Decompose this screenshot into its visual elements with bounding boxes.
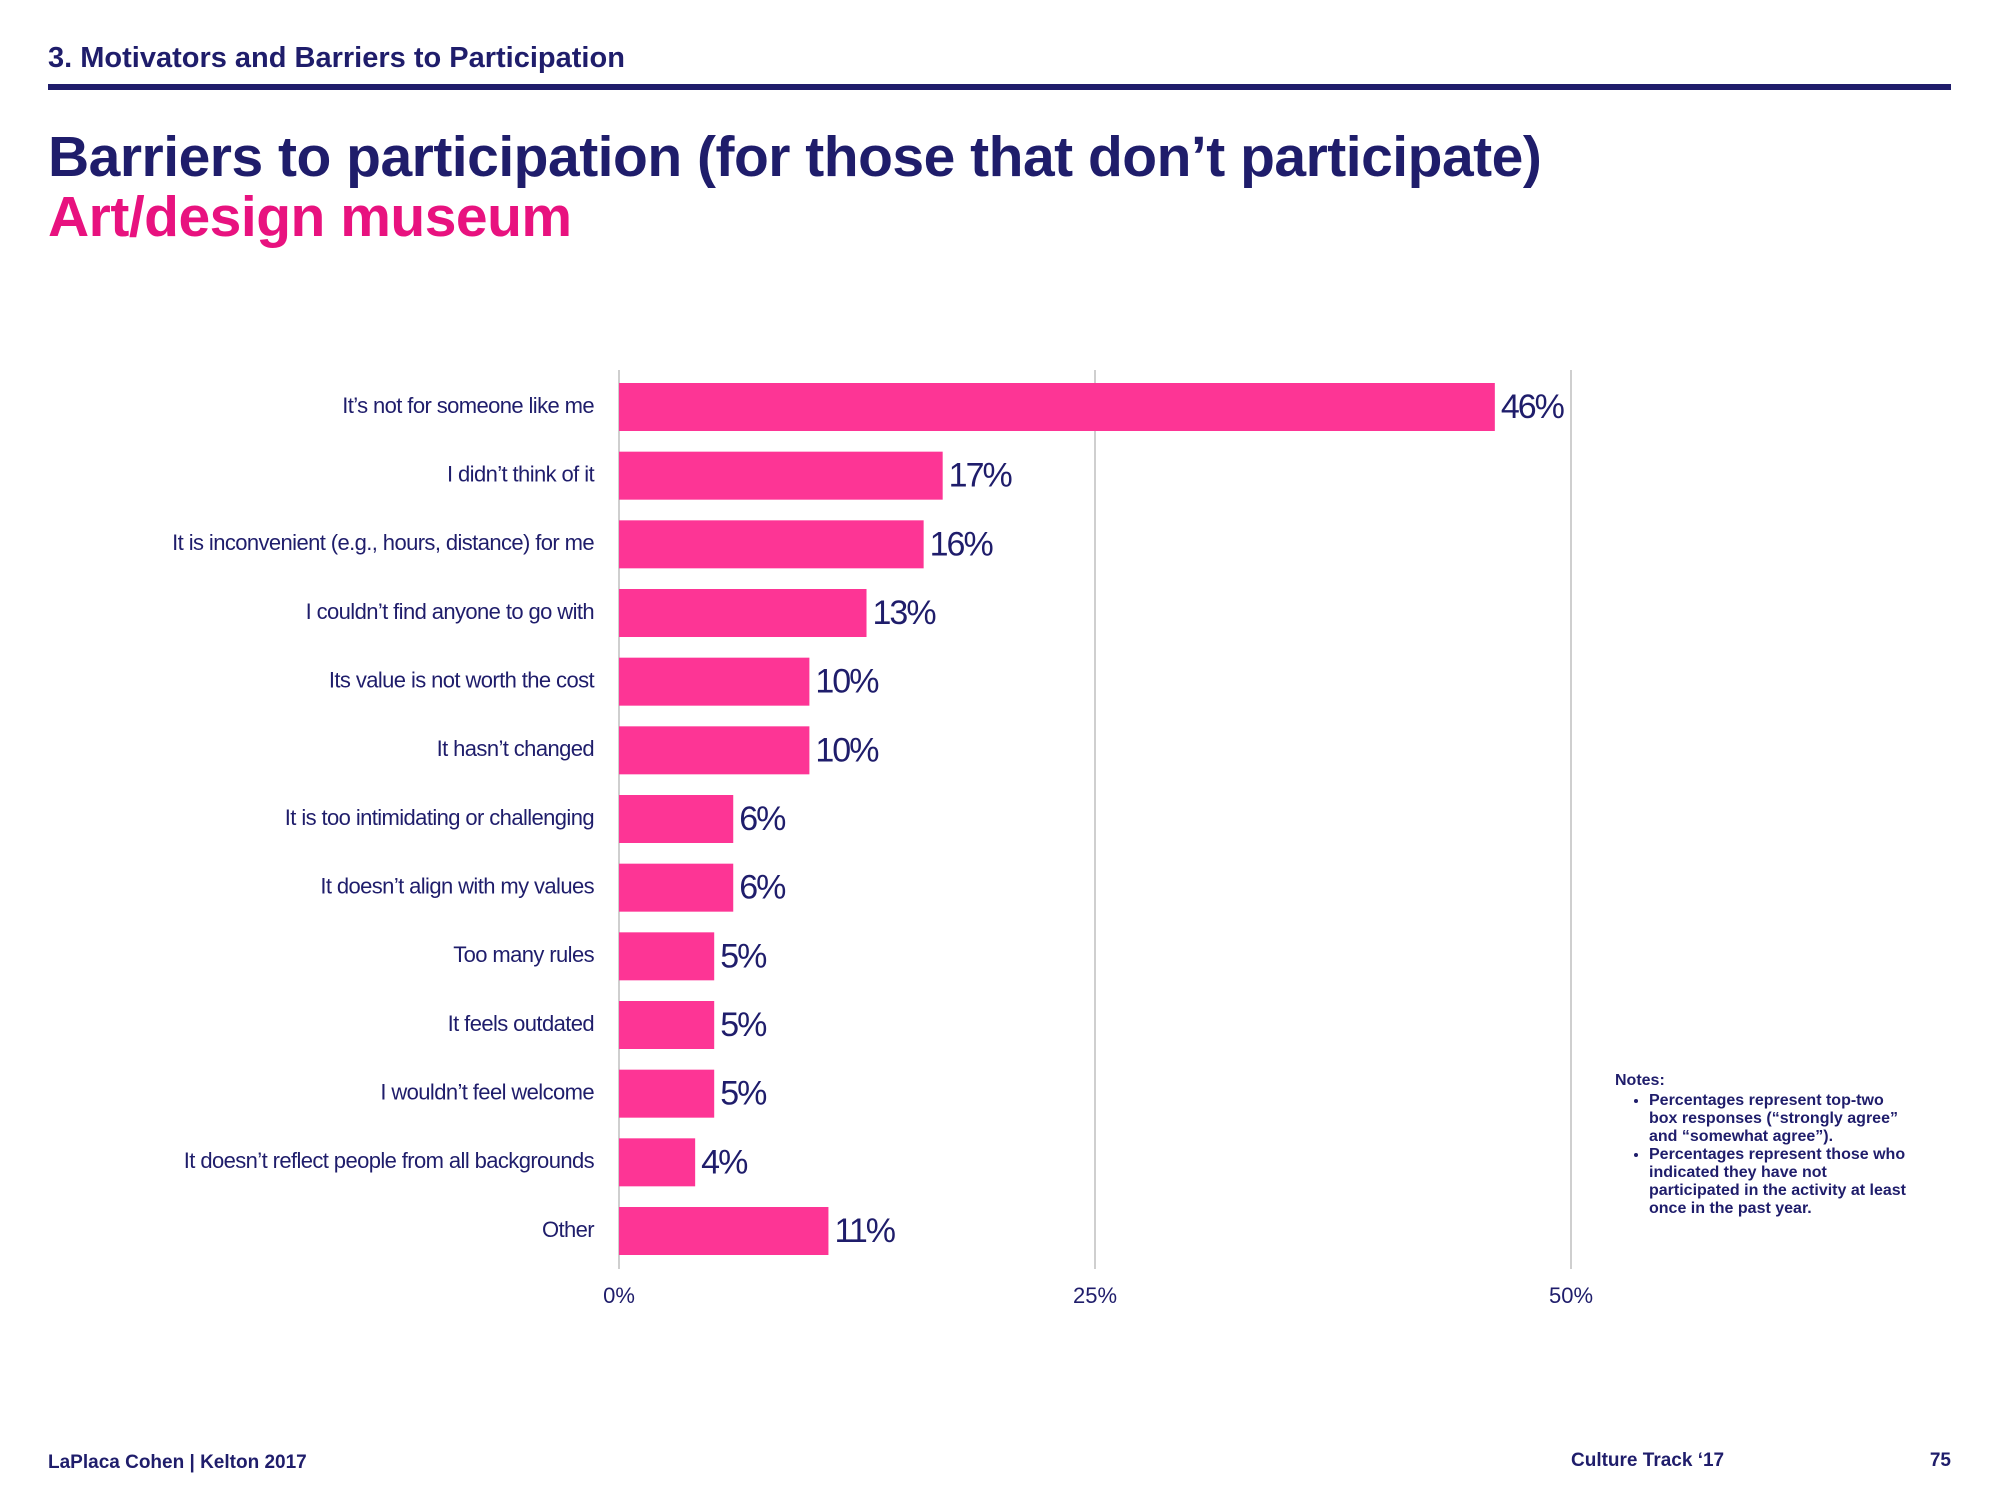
notes: Notes: Percentages represent top-two box…	[1615, 1072, 1915, 1218]
bar	[619, 451, 943, 500]
category-label: It doesn’t reflect people from all backg…	[184, 1148, 595, 1173]
x-tick-label: 25%	[1073, 1283, 1117, 1308]
bar	[619, 1207, 829, 1255]
bar	[619, 383, 1495, 431]
value-label: 4%	[701, 1143, 748, 1181]
notes-title: Notes:	[1615, 1072, 1665, 1089]
header-rule	[48, 84, 1951, 90]
value-label: 10%	[815, 731, 879, 769]
note-item: Percentages represent those who indicate…	[1649, 1146, 1915, 1218]
chart-title: Barriers to participation (for those tha…	[48, 125, 1542, 189]
bar	[619, 520, 924, 569]
bar	[619, 932, 715, 981]
note-item: Percentages represent top-two box respon…	[1649, 1092, 1915, 1146]
bar	[619, 657, 810, 706]
value-label: 5%	[720, 937, 767, 975]
bar	[619, 1069, 715, 1118]
value-label: 6%	[739, 800, 786, 838]
category-label: Other	[542, 1217, 594, 1242]
section-header: 3. Motivators and Barriers to Participat…	[48, 42, 625, 74]
value-label: 6%	[739, 869, 786, 907]
value-label: 5%	[720, 1006, 767, 1044]
x-tick-label: 0%	[603, 1283, 635, 1308]
bar	[619, 589, 867, 637]
value-label: 17%	[949, 457, 1013, 495]
value-label: 11%	[834, 1212, 895, 1250]
category-label: It is too intimidating or challenging	[285, 805, 594, 830]
bar	[619, 863, 734, 912]
notes-list: Percentages represent top-two box respon…	[1615, 1092, 1915, 1218]
category-label: Too many rules	[453, 942, 594, 967]
footer-source: LaPlaca Cohen | Kelton 2017	[48, 1452, 307, 1473]
value-label: 5%	[720, 1075, 767, 1113]
category-label: I didn’t think of it	[447, 461, 594, 486]
value-label: 16%	[930, 525, 994, 563]
category-label: I couldn’t find anyone to go with	[306, 599, 594, 624]
chart-subtitle: Art/design museum	[48, 185, 572, 249]
category-label: It is inconvenient (e.g., hours, distanc…	[172, 530, 594, 555]
category-label: It hasn’t changed	[437, 736, 594, 761]
value-label: 13%	[873, 594, 937, 632]
bar	[619, 1138, 696, 1187]
value-label: 46%	[1501, 388, 1565, 426]
category-label: I wouldn’t feel welcome	[380, 1079, 594, 1104]
footer-publication: Culture Track ‘17	[1571, 1450, 1725, 1471]
bar	[619, 795, 734, 843]
category-label: It doesn’t align with my values	[320, 873, 594, 898]
category-label: It feels outdated	[448, 1011, 594, 1036]
category-label: Its value is not worth the cost	[329, 667, 595, 692]
bar	[619, 726, 810, 775]
value-label: 10%	[815, 663, 879, 701]
x-tick-label: 50%	[1549, 1283, 1593, 1308]
category-label: It’s not for someone like me	[342, 393, 594, 418]
bar	[619, 1001, 715, 1049]
page-number: 75	[1929, 1450, 1951, 1471]
